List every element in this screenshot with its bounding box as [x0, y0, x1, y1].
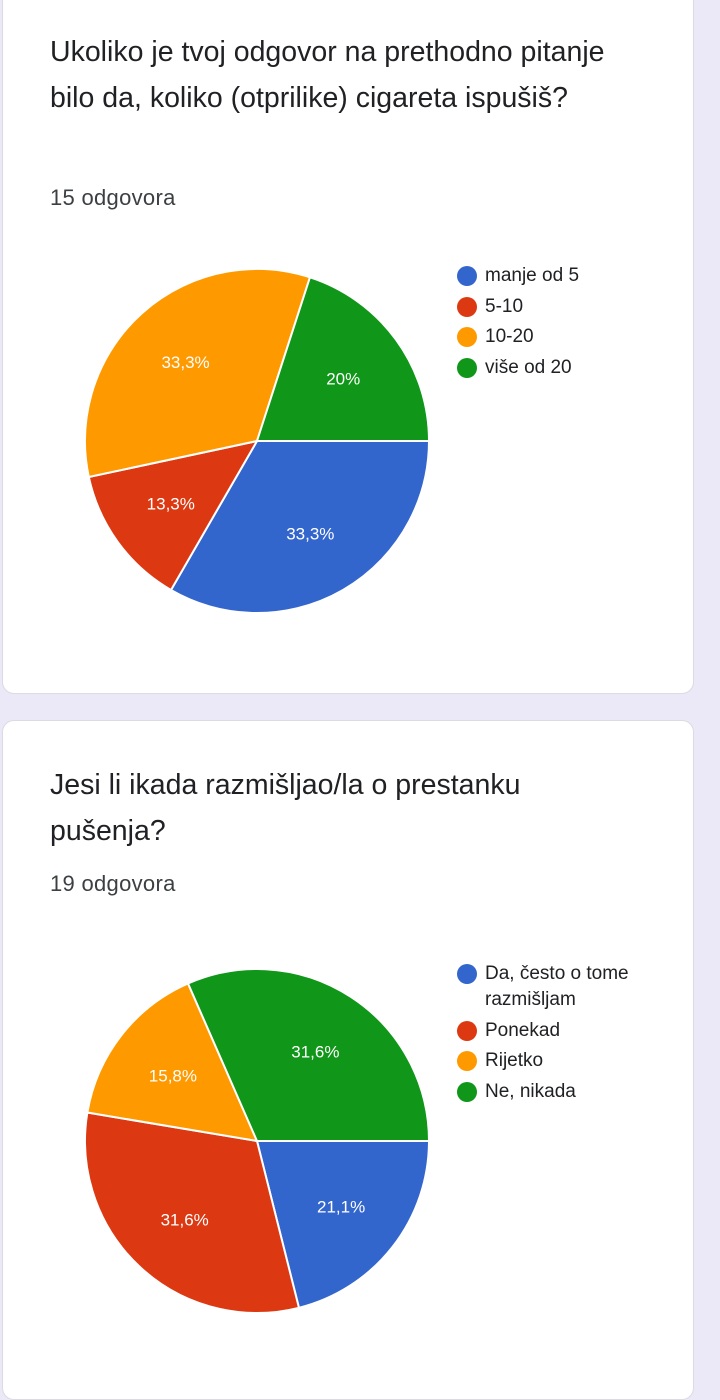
- legend-color-dot: [457, 266, 477, 286]
- slice-label-ponekad: 31,6%: [161, 1210, 209, 1229]
- legend-label: više od 20: [485, 356, 572, 378]
- legend-color-dot: [457, 327, 477, 347]
- legend-color-dot: [457, 1051, 477, 1071]
- legend-label: manje od 5: [485, 265, 580, 286]
- legend-label: Da, često o tome razmišljam: [485, 963, 629, 1010]
- legend-item-5-10[interactable]: 5-10: [457, 294, 677, 320]
- legend-color-dot: [457, 964, 477, 984]
- pie-slice-5-10[interactable]: [87, 439, 259, 592]
- legend-label: Rijetko: [485, 1050, 544, 1071]
- pie-slice-rijetko[interactable]: [86, 982, 259, 1143]
- legend-item-10-20[interactable]: 10-20: [457, 324, 677, 350]
- legend-item-manje-od-5[interactable]: manje od 5: [457, 263, 677, 289]
- pie-chart: 21,1% 31,6% 15,8% 31,6%: [84, 968, 431, 1314]
- slice-label-rijetko: 15,8%: [149, 1066, 197, 1085]
- pie-slice-vise-od-20[interactable]: [255, 276, 431, 442]
- pie-chart: 33,3% 13,3% 33,3% 20%: [84, 268, 431, 614]
- legend-item-ponekad[interactable]: Ponekad: [457, 1018, 677, 1044]
- pie-slice-ponekad[interactable]: [84, 1111, 301, 1314]
- response-count: 15 odgovora: [50, 185, 176, 210]
- legend-item-rijetko[interactable]: Rijetko: [457, 1048, 677, 1074]
- question-card-1: Ukoliko je tvoj odgovor na prethodno pit…: [2, 0, 694, 694]
- slice-label-5-10: 13,3%: [147, 495, 195, 514]
- pie-slice-ne-nikada[interactable]: [186, 968, 431, 1142]
- pie-slice-10-20[interactable]: [84, 268, 312, 479]
- legend-item-vise-od-20[interactable]: više od 20: [457, 355, 677, 381]
- response-count: 19 odgovora: [50, 871, 176, 896]
- legend-color-dot: [457, 1081, 477, 1102]
- legend-color-dot: [457, 296, 477, 317]
- legend-label: 10-20: [485, 326, 534, 347]
- legend-item-da-cesto-o-tome-razmisljam[interactable]: Da, često o tome razmišljam: [457, 961, 677, 1013]
- question-title: Ukoliko je tvoj odgovor na prethodno pit…: [50, 36, 605, 114]
- slice-label-10-20: 33,3%: [161, 353, 209, 372]
- legend-item-ne-nikada[interactable]: Ne, nikada: [457, 1079, 677, 1105]
- pie-slice-manje-od-5[interactable]: [169, 440, 431, 614]
- question-title: Jesi li ikada razmišljao/la o prestanku …: [50, 769, 521, 847]
- chart-legend: manje od 5 5-10 10-20 više od 20: [457, 263, 677, 385]
- slice-label-manje-od-5: 33,3%: [286, 524, 334, 543]
- legend-label: Ne, nikada: [485, 1080, 576, 1102]
- question-card-2: Jesi li ikada razmišljao/la o prestanku …: [2, 720, 694, 1400]
- legend-label: 5-10: [485, 295, 524, 317]
- legend-color-dot: [457, 357, 477, 378]
- pie-slice-da-cesto-o-tome-razmisljam[interactable]: [255, 1140, 431, 1310]
- chart-legend: Da, često o tome razmišljam Ponekad Rijetk…: [457, 961, 677, 1109]
- slice-label-da-cesto-o-tome-razmisljam: 21,1%: [317, 1198, 365, 1217]
- slice-label-vise-od-20: 20%: [326, 369, 360, 388]
- slice-label-ne-nikada: 31,6%: [291, 1043, 339, 1062]
- legend-color-dot: [457, 1020, 477, 1041]
- legend-label: Ponekad: [485, 1019, 561, 1041]
